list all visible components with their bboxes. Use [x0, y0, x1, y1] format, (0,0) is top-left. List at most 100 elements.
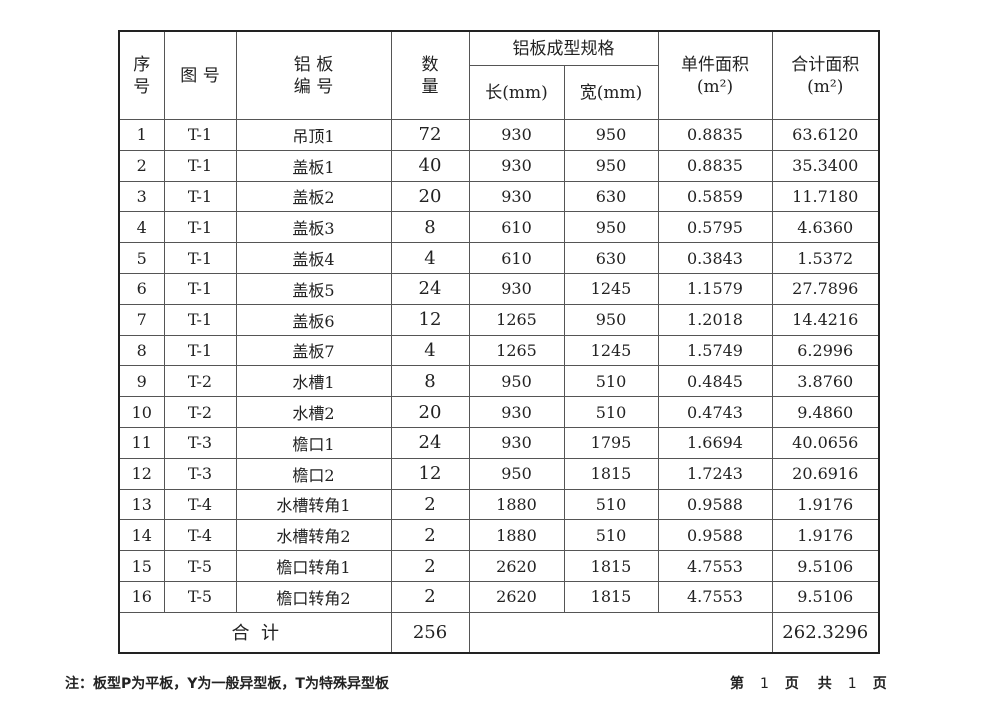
total-qty: 256: [390, 611, 470, 654]
cell-seq: 16: [118, 580, 165, 613]
cell-drawing: T-1: [163, 303, 237, 336]
cell-qty: 8: [390, 211, 470, 244]
header-qty: 数 量: [390, 30, 470, 120]
cell-panel-no: 盖板2: [235, 180, 392, 213]
cell-seq: 11: [118, 426, 165, 459]
cell-drawing: T-3: [163, 457, 237, 490]
table-row: 3 T-1 盖板2 20 930 630 0.5859 11.7180: [118, 180, 880, 213]
cell-length: 930: [468, 426, 565, 459]
cell-panel-no: 水槽2: [235, 396, 392, 428]
cell-unit-area: 0.8835: [657, 149, 773, 182]
cell-width: 510: [563, 365, 659, 398]
cell-drawing: T-3: [163, 426, 237, 459]
cell-width: 1245: [563, 334, 659, 367]
cell-panel-no: 盖板4: [235, 242, 392, 274]
cell-qty: 4: [390, 334, 470, 367]
table-row: 16 T-5 檐口转角2 2 2620 1815 4.7553 9.5106: [118, 580, 880, 613]
cell-qty: 2: [390, 488, 470, 521]
cell-panel-no: 吊顶1: [235, 119, 392, 151]
cell-total-area: 1.5372: [771, 242, 880, 274]
cell-length: 930: [468, 149, 565, 182]
header-total-area: 合计面积 (m²): [771, 30, 880, 120]
cell-unit-area: 4.7553: [657, 580, 773, 613]
cell-drawing: T-1: [163, 272, 237, 305]
cell-length: 930: [468, 119, 565, 151]
cell-total-area: 9.5106: [771, 580, 880, 613]
cell-drawing: T-1: [163, 180, 237, 213]
page-prefix: 第: [730, 676, 744, 692]
cell-drawing: T-2: [163, 396, 237, 428]
cell-unit-area: 0.9588: [657, 519, 773, 552]
cell-total-area: 1.9176: [771, 519, 880, 552]
cell-qty: 24: [390, 426, 470, 459]
table-row: 15 T-5 檐口转角1 2 2620 1815 4.7553 9.5106: [118, 550, 880, 582]
cell-unit-area: 0.4743: [657, 396, 773, 428]
cell-width: 1245: [563, 272, 659, 305]
cell-total-area: 1.9176: [771, 488, 880, 521]
table-row: 2 T-1 盖板1 40 930 950 0.8835 35.3400: [118, 149, 880, 182]
cell-unit-area: 1.1579: [657, 272, 773, 305]
cell-seq: 6: [118, 272, 165, 305]
cell-drawing: T-1: [163, 242, 237, 274]
cell-total-area: 27.7896: [771, 272, 880, 305]
cell-drawing: T-4: [163, 519, 237, 552]
cell-panel-no: 檐口转角1: [235, 550, 392, 582]
cell-total-area: 4.6360: [771, 211, 880, 244]
cell-unit-area: 0.8835: [657, 119, 773, 151]
cell-seq: 8: [118, 334, 165, 367]
table-row: 7 T-1 盖板6 12 1265 950 1.2018 14.4216: [118, 303, 880, 336]
cell-qty: 20: [390, 396, 470, 428]
cell-seq: 1: [118, 119, 165, 151]
cell-length: 610: [468, 211, 565, 244]
cell-drawing: T-2: [163, 365, 237, 398]
cell-total-area: 9.5106: [771, 550, 880, 582]
cell-panel-no: 盖板3: [235, 211, 392, 244]
cell-width: 630: [563, 242, 659, 274]
cell-panel-no: 水槽1: [235, 365, 392, 398]
cell-width: 950: [563, 119, 659, 151]
cell-qty: 4: [390, 242, 470, 274]
cell-unit-area: 0.9588: [657, 488, 773, 521]
cell-qty: 20: [390, 180, 470, 213]
cell-length: 1265: [468, 334, 565, 367]
cell-total-area: 6.2996: [771, 334, 880, 367]
cell-length: 1880: [468, 519, 565, 552]
total-label: 合 计: [118, 611, 392, 654]
cell-unit-area: 0.5795: [657, 211, 773, 244]
cell-panel-no: 檐口2: [235, 457, 392, 490]
cell-drawing: T-1: [163, 211, 237, 244]
total-area: 262.3296: [771, 611, 880, 654]
cell-qty: 72: [390, 119, 470, 151]
total-blank: [468, 611, 773, 654]
cell-qty: 12: [390, 303, 470, 336]
cell-seq: 14: [118, 519, 165, 552]
cell-total-area: 40.0656: [771, 426, 880, 459]
cell-panel-no: 盖板6: [235, 303, 392, 336]
cell-unit-area: 4.7553: [657, 550, 773, 582]
cell-length: 930: [468, 180, 565, 213]
header-seq: 序 号: [118, 30, 165, 120]
cell-width: 510: [563, 396, 659, 428]
cell-length: 610: [468, 242, 565, 274]
cell-width: 950: [563, 149, 659, 182]
cell-seq: 9: [118, 365, 165, 398]
table-row: 6 T-1 盖板5 24 930 1245 1.1579 27.7896: [118, 272, 880, 305]
table-row: 14 T-4 水槽转角2 2 1880 510 0.9588 1.9176: [118, 519, 880, 552]
cell-length: 1265: [468, 303, 565, 336]
cell-total-area: 35.3400: [771, 149, 880, 182]
footnote: 注：板型P为平板，Y为一般异型板，T为特殊异型板: [65, 676, 389, 692]
page-current: 1: [760, 676, 769, 692]
header-width: 宽(mm): [563, 65, 659, 120]
cell-length: 950: [468, 365, 565, 398]
table-row: 8 T-1 盖板7 4 1265 1245 1.5749 6.2996: [118, 334, 880, 367]
cell-seq: 15: [118, 550, 165, 582]
cell-width: 510: [563, 488, 659, 521]
cell-drawing: T-1: [163, 119, 237, 151]
header-panel-no: 铝 板 编 号: [235, 30, 392, 120]
cell-length: 2620: [468, 550, 565, 582]
cell-width: 1795: [563, 426, 659, 459]
header-length: 长(mm): [468, 65, 565, 120]
cell-panel-no: 盖板1: [235, 149, 392, 182]
cell-drawing: T-1: [163, 149, 237, 182]
